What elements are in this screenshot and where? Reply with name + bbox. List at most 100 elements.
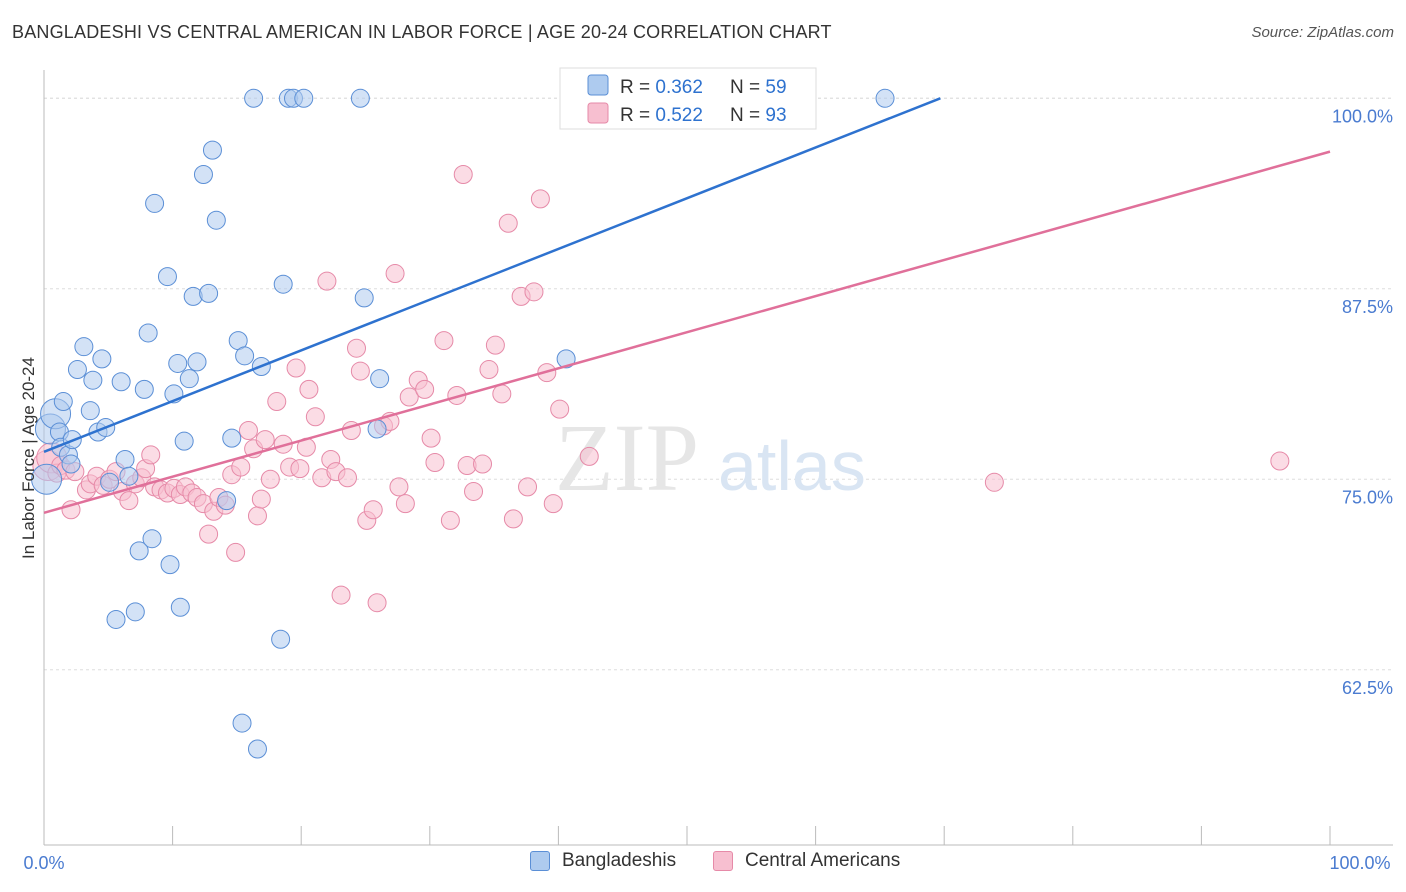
bangladeshis-point bbox=[106, 609, 126, 629]
central-americans-point bbox=[524, 282, 544, 302]
bangladeshis-point bbox=[202, 140, 222, 160]
bangladeshis-point bbox=[367, 419, 387, 439]
bangladeshis-point bbox=[206, 210, 226, 230]
bangladeshis-point bbox=[247, 739, 267, 759]
bangladeshis-point bbox=[217, 491, 237, 511]
bangladeshis-trend-line bbox=[43, 97, 941, 453]
central-americans-point bbox=[290, 459, 310, 479]
central-americans-point bbox=[492, 384, 512, 404]
central-americans-point bbox=[530, 189, 550, 209]
bottom-legend-swatch-pink bbox=[713, 851, 733, 871]
legend-n-value: 93 bbox=[765, 105, 786, 126]
central-americans-point bbox=[399, 387, 419, 407]
central-americans-point bbox=[464, 481, 484, 501]
central-americans-point bbox=[485, 335, 505, 355]
bangladeshis-point bbox=[142, 529, 162, 549]
central-americans-point bbox=[226, 542, 246, 562]
legend-n-value: 59 bbox=[765, 77, 786, 98]
bangladeshis-point bbox=[74, 337, 94, 357]
bangladeshis-point bbox=[235, 346, 255, 366]
central-americans-point bbox=[286, 358, 306, 378]
central-americans-point bbox=[984, 472, 1004, 492]
bangladeshis-point bbox=[370, 369, 390, 389]
central-americans-point bbox=[367, 593, 387, 613]
legend-swatch-bangladeshis bbox=[587, 74, 609, 96]
source-note: Source: ZipAtlas.com bbox=[1251, 24, 1394, 41]
y-tick-labels: 62.5% 75.0% 87.5% 100.0% bbox=[1332, 106, 1393, 697]
central-americans-point bbox=[395, 494, 415, 514]
bangladeshis-point bbox=[556, 349, 576, 369]
bangladeshis-point bbox=[174, 431, 194, 451]
bangladeshis-point bbox=[273, 274, 293, 294]
watermark: ZIP atlas bbox=[555, 404, 866, 511]
bangladeshis-point bbox=[160, 555, 180, 575]
central-americans-point bbox=[141, 445, 161, 465]
bangladeshis-point bbox=[61, 454, 81, 474]
bangladeshis-point bbox=[145, 193, 165, 213]
bangladeshis-point bbox=[187, 352, 207, 372]
watermark-atlas: atlas bbox=[718, 427, 866, 505]
legend-row-central-americans: R = 0.522 N = 93 bbox=[620, 105, 787, 126]
central-americans-point bbox=[425, 453, 445, 472]
central-americans-point bbox=[317, 271, 337, 291]
central-americans-point bbox=[389, 477, 409, 497]
central-americans-point bbox=[305, 407, 325, 427]
bangladeshis-point bbox=[92, 349, 112, 369]
bangladeshis-point bbox=[83, 370, 103, 390]
bottom-legend: Bangladeshis Central Americans bbox=[0, 850, 1406, 880]
y-axis-label: In Labor Force | Age 20-24 bbox=[19, 357, 38, 559]
central-americans-point bbox=[260, 469, 280, 489]
bangladeshis-point bbox=[138, 323, 158, 343]
bangladeshis-point bbox=[53, 392, 73, 412]
bangladeshis-point bbox=[157, 267, 177, 287]
central-americans-point bbox=[518, 477, 538, 497]
watermark-zip: ZIP bbox=[555, 404, 699, 511]
bangladeshis-point bbox=[125, 602, 145, 622]
legend-n-label: N = bbox=[730, 77, 765, 98]
bottom-legend-central-americans: Central Americans bbox=[713, 850, 900, 872]
legend-r-value: 0.522 bbox=[655, 105, 703, 126]
bangladeshis-point bbox=[183, 286, 203, 306]
central-americans-point bbox=[238, 420, 258, 440]
central-americans-point bbox=[421, 428, 441, 448]
legend-r-value: 0.362 bbox=[655, 77, 703, 98]
central-americans-point bbox=[199, 524, 219, 544]
central-americans-point bbox=[267, 392, 287, 412]
bangladeshis-point bbox=[170, 597, 190, 617]
bottom-legend-label: Bangladeshis bbox=[562, 850, 677, 871]
bangladeshis-point bbox=[129, 541, 149, 561]
x-tick-marks bbox=[43, 826, 1331, 845]
central-americans-point bbox=[434, 331, 454, 351]
bangladeshis-point bbox=[354, 288, 374, 308]
bangladeshis-point bbox=[80, 401, 100, 421]
chart-title: BANGLADESHI VS CENTRAL AMERICAN IN LABOR… bbox=[12, 22, 832, 42]
legend-r-label: R = bbox=[620, 77, 655, 98]
bottom-legend-bangladeshis: Bangladeshis bbox=[530, 850, 676, 872]
central-americans-point bbox=[550, 399, 570, 419]
legend-swatch-central-americans bbox=[587, 102, 609, 124]
y-tick-label: 87.5% bbox=[1342, 297, 1393, 317]
bottom-legend-swatch-blue bbox=[530, 851, 550, 871]
bangladeshis-points bbox=[31, 88, 895, 759]
legend-r-label: R = bbox=[620, 105, 655, 126]
central-americans-point bbox=[251, 489, 271, 509]
bangladeshis-point bbox=[31, 463, 63, 495]
grid-lines bbox=[44, 97, 1393, 671]
bangladeshis-point bbox=[271, 629, 291, 649]
bangladeshis-point bbox=[199, 283, 219, 303]
central-americans-point bbox=[255, 430, 275, 450]
central-americans-point bbox=[331, 585, 351, 605]
bangladeshis-point bbox=[134, 379, 154, 399]
x-tick-label-max: 100.0% bbox=[1329, 853, 1390, 873]
bangladeshis-point bbox=[193, 164, 213, 184]
bangladeshis-point bbox=[350, 88, 370, 108]
legend-n-label: N = bbox=[730, 105, 765, 126]
central-americans-point bbox=[579, 446, 599, 466]
central-americans-point bbox=[346, 338, 366, 358]
bangladeshis-point bbox=[232, 713, 252, 733]
central-americans-point bbox=[498, 213, 518, 233]
central-americans-point bbox=[350, 361, 370, 381]
central-americans-point bbox=[473, 454, 493, 474]
central-americans-point bbox=[337, 468, 357, 488]
bangladeshis-point bbox=[100, 472, 120, 492]
